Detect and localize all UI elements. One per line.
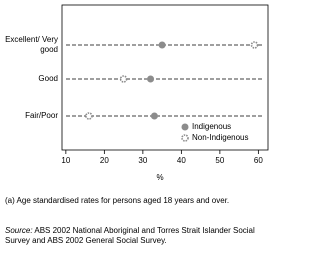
category-label: Excellent/ Very good	[5, 35, 58, 54]
dot	[119, 75, 128, 83]
dot	[85, 112, 93, 120]
x-tick-label: 30	[138, 156, 147, 165]
category-label: Good	[38, 74, 58, 83]
dot	[150, 112, 158, 120]
x-tick-label: 50	[215, 156, 224, 165]
x-axis-label: %	[156, 173, 163, 182]
dot	[158, 41, 166, 49]
x-tick-label: 10	[61, 156, 70, 165]
footnote: (a) Age standardised rates for persons a…	[5, 196, 230, 205]
x-tick-label: 60	[254, 156, 263, 165]
legend-marker	[181, 123, 189, 131]
legend-marker	[181, 134, 189, 142]
category-label: Fair/Poor	[25, 111, 58, 120]
chart: % 10 20 30 40 50 60 Indigenous Non-Indigenous	[61, 4, 269, 182]
dot	[147, 75, 155, 83]
dot	[250, 41, 259, 49]
source: Source: ABS 2002 National Aboriginal and…	[5, 226, 267, 246]
source-label: Source:	[5, 226, 33, 235]
x-tick-label: 40	[177, 156, 186, 165]
x-tick-label: 20	[100, 156, 109, 165]
source-text: ABS 2002 National Aboriginal and Torres …	[5, 226, 255, 245]
legend-label: Non-Indigenous	[192, 133, 248, 142]
plot-frame	[61, 4, 269, 151]
page: % 10 20 30 40 50 60 Indigenous Non-Indigenous (…	[5, 4, 269, 246]
legend-label: Indigenous	[192, 122, 231, 131]
